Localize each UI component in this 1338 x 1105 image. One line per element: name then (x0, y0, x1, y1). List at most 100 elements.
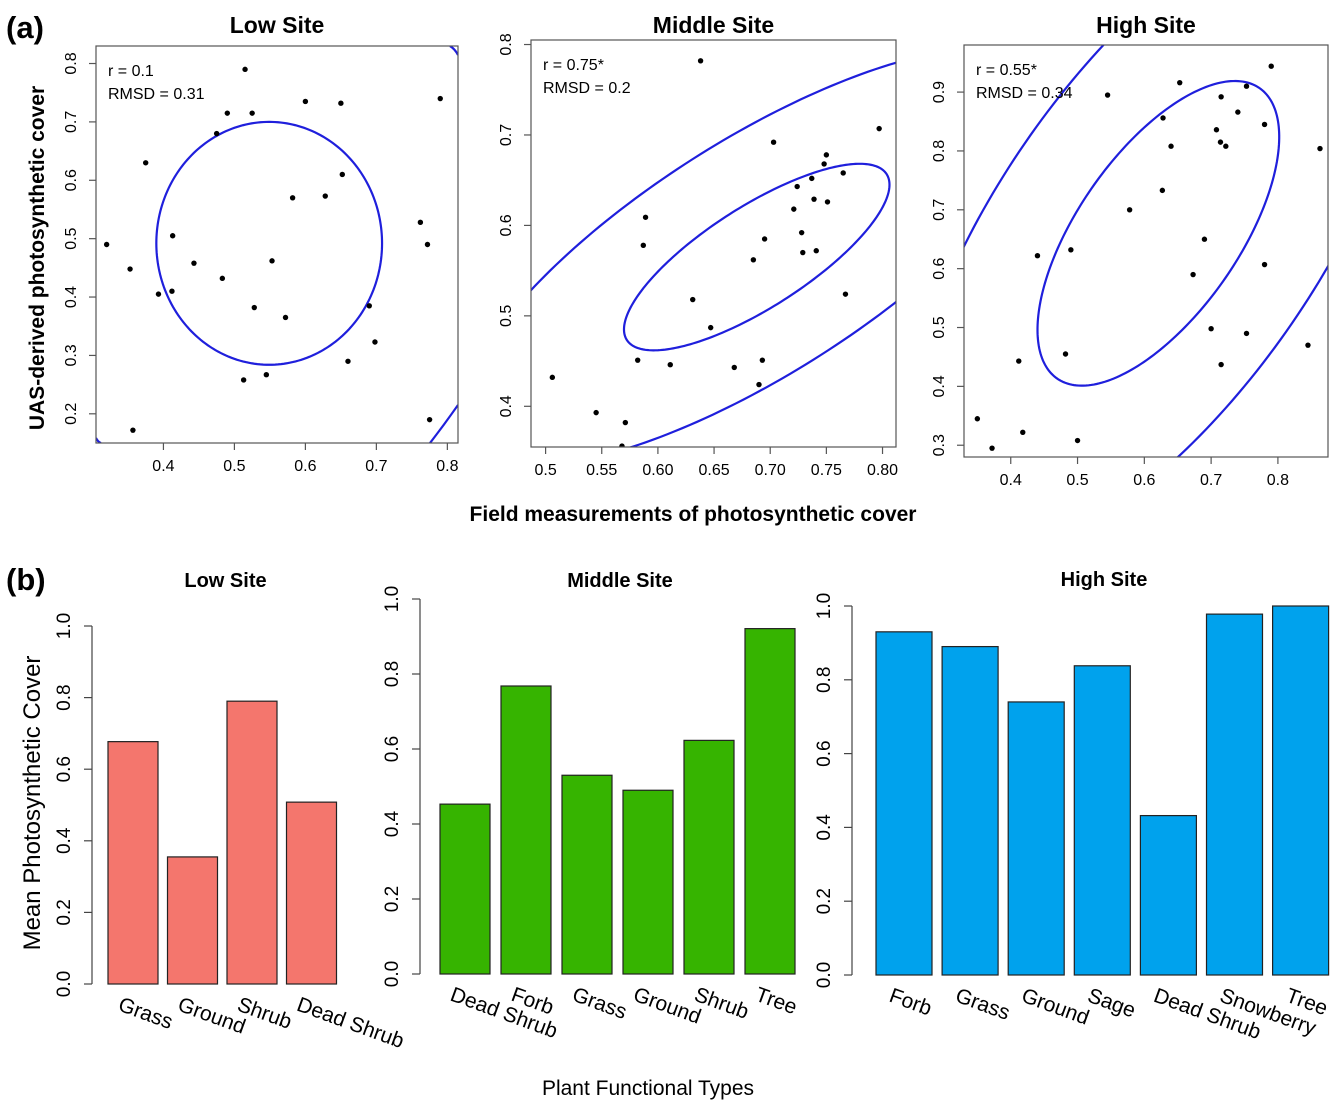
data-point (1074, 437, 1081, 444)
y-tick-label: 0.4 (498, 395, 515, 417)
data-point (756, 381, 762, 388)
bar (561, 774, 613, 975)
bar-title: Low Site (184, 570, 266, 592)
data-point (1317, 145, 1323, 152)
data-point (1305, 342, 1311, 348)
data-point (1243, 330, 1250, 337)
data-point (282, 314, 289, 321)
data-point (127, 266, 133, 272)
confidence-ellipse (155, 120, 384, 366)
bar (500, 685, 552, 975)
data-point (1068, 247, 1074, 253)
data-point (1268, 63, 1274, 69)
bar (107, 741, 159, 985)
y-tick-label: 0.5 (931, 316, 948, 338)
x-tick-label: 0.5 (223, 458, 245, 475)
stat-r-label: r = 0.55* (976, 62, 1037, 79)
bar (1073, 665, 1131, 976)
plot-area (531, 58, 896, 447)
stat-r-label: r = 0.75* (543, 57, 604, 74)
data-point (1218, 94, 1224, 100)
data-point (437, 95, 443, 102)
data-point (1213, 127, 1220, 133)
data-point (642, 214, 649, 220)
data-point (366, 303, 372, 309)
data-point (813, 248, 819, 254)
bar (1139, 814, 1198, 976)
bar-title: Middle Site (567, 570, 673, 592)
data-point (1168, 143, 1174, 149)
data-point (289, 195, 296, 201)
y-tick-label: 0.8 (931, 140, 948, 162)
data-point (1020, 429, 1026, 435)
y-tick-label: 0.6 (498, 214, 515, 236)
bar (622, 789, 674, 975)
data-point (1177, 79, 1183, 86)
data-point (155, 291, 162, 297)
bar (1205, 613, 1264, 976)
y-tick-label: 0.7 (63, 111, 80, 133)
y-tick-label: 0.8 (54, 684, 75, 710)
y-tick-label: 0.6 (63, 169, 80, 191)
data-point (240, 377, 247, 383)
data-point (1261, 261, 1268, 268)
y-tick-label: 0.4 (931, 375, 948, 397)
y-tick-label: 0.2 (382, 886, 403, 912)
data-point (219, 275, 226, 282)
data-point (823, 152, 830, 158)
confidence-ellipse (622, 162, 891, 352)
y-tick-label: 0.2 (54, 899, 75, 925)
scatter-title: High Site (1096, 12, 1196, 38)
data-point (840, 170, 846, 176)
category-label: Ground (630, 983, 704, 1029)
y-tick-label: 0.5 (63, 227, 80, 249)
bar (166, 856, 219, 985)
y-tick-label: 0.8 (498, 33, 515, 55)
data-point (842, 291, 849, 297)
data-point (103, 241, 110, 248)
data-point (1218, 361, 1224, 368)
outer-confidence-ellipse (531, 61, 896, 447)
bar (1271, 605, 1330, 976)
outer-ellipse-arc (96, 437, 102, 443)
x-tick-label: 0.4 (152, 458, 174, 475)
data-point (426, 416, 433, 423)
data-point (1217, 139, 1224, 145)
y-tick-label: 0.8 (814, 667, 835, 693)
data-point (667, 361, 673, 368)
category-label: Dead Shrub (294, 993, 407, 1053)
data-point (269, 258, 275, 264)
data-point (759, 357, 766, 363)
bar (683, 739, 735, 975)
data-point (142, 160, 149, 166)
scatter-panel-middle-site: Middle Site r = 0.75* RMSD = 0.2 0.5 0.55 0.6… (498, 12, 898, 479)
data-point (640, 242, 647, 249)
data-point (322, 193, 328, 199)
scatter-title: Middle Site (653, 12, 774, 38)
data-point (1235, 109, 1241, 115)
x-tick-label: 0.8 (436, 458, 458, 475)
y-tick-label: 0.9 (931, 81, 948, 103)
bar (226, 700, 278, 985)
data-point (549, 374, 556, 381)
data-point (1159, 187, 1166, 194)
plot-frame (963, 44, 1329, 458)
y-tick-label: 0.6 (814, 740, 835, 766)
x-tick-label: 0.80 (867, 462, 898, 479)
stat-rmsd-label: RMSD = 0.34 (976, 85, 1073, 102)
data-point (1160, 115, 1166, 121)
category-label: Shrub (691, 983, 752, 1024)
category-label: Grass (952, 984, 1013, 1025)
category-label: Sage (1085, 984, 1139, 1022)
bar (744, 628, 796, 975)
y-tick-label: 0.5 (498, 305, 515, 327)
data-point (1126, 207, 1133, 213)
data-point (974, 416, 981, 422)
x-tick-label: 0.70 (755, 462, 786, 479)
data-point (1208, 325, 1214, 332)
data-point (634, 357, 641, 363)
x-tick-label: 0.5 (534, 462, 556, 479)
x-tick-label: 0.7 (365, 458, 387, 475)
